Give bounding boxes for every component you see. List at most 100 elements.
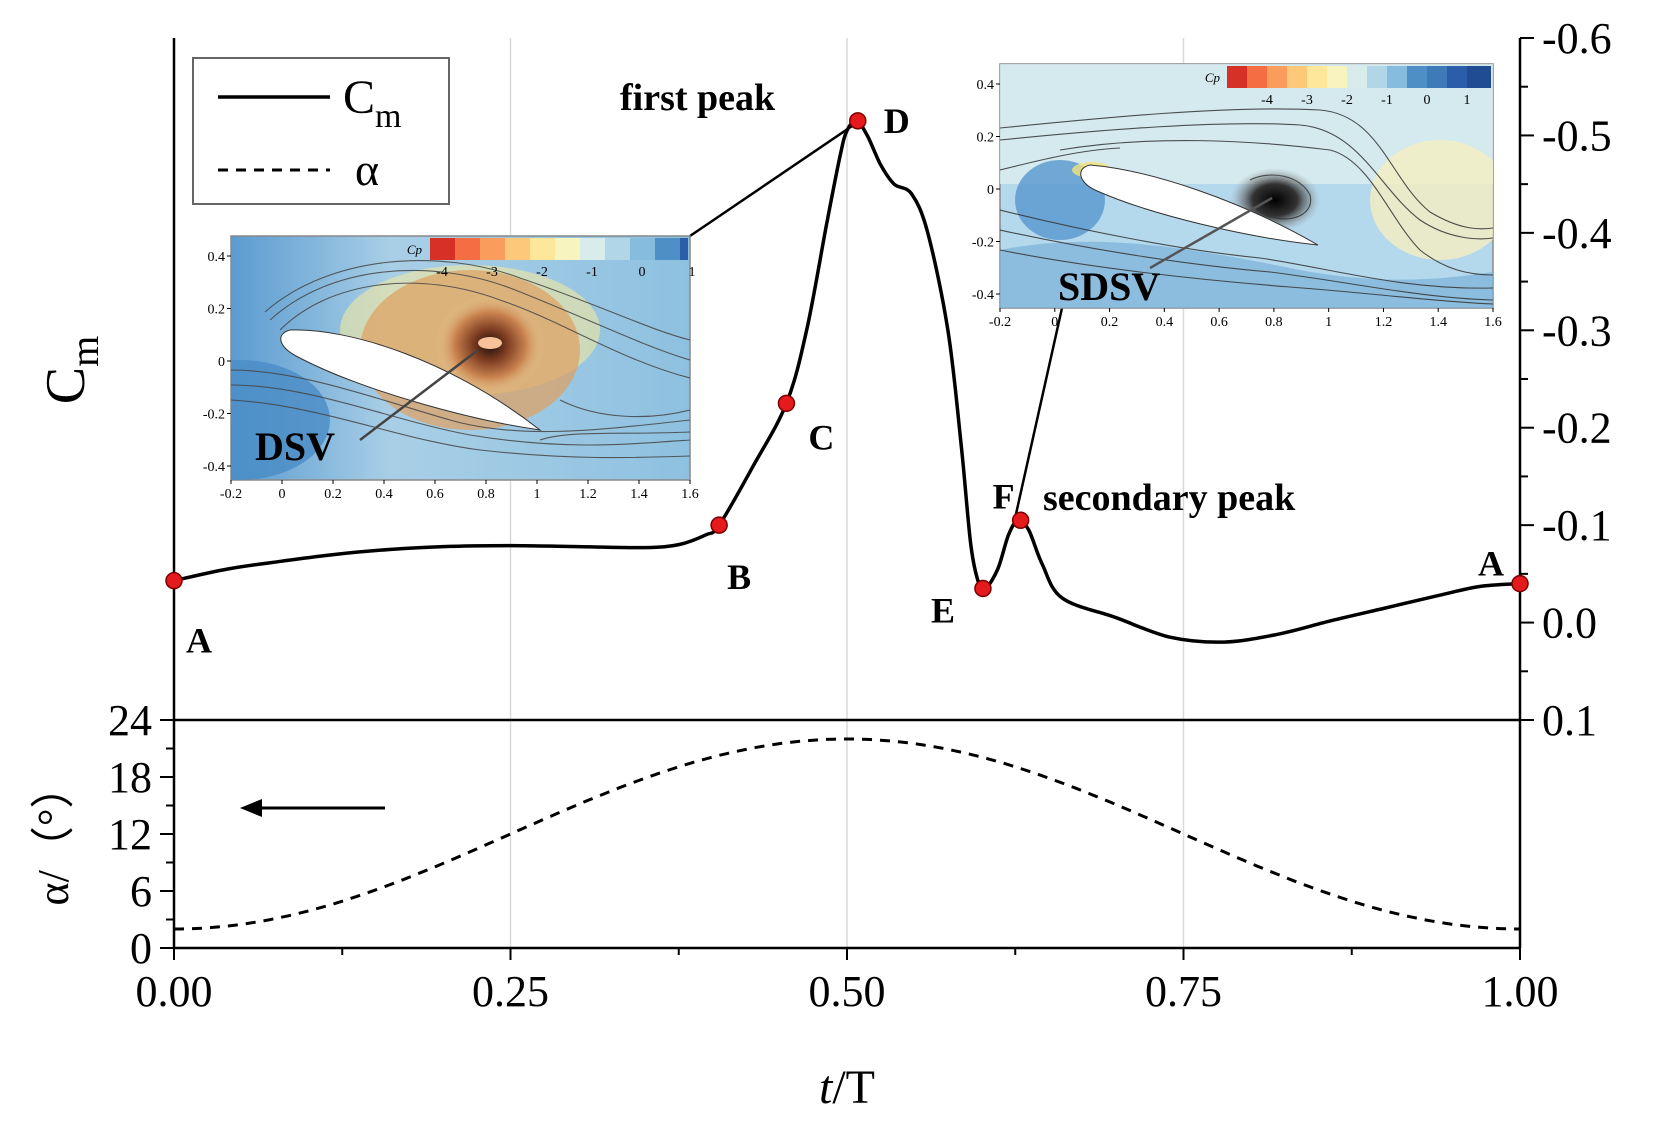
marker-label-D: D: [884, 101, 910, 141]
dsv-axis-ticks: -0.2 0 0.2 0.4 0.6 0.8 1 1.2 1.4 1.6 0.4 0.2 0 -0.2 -0…: [203, 250, 699, 502]
inset-x-tick-label: 1: [1325, 315, 1332, 330]
legend-label-cm-main: C: [343, 71, 375, 124]
x-tick-label: 0.50: [809, 967, 886, 1016]
colorbar-tick-label: 0: [1424, 93, 1431, 108]
xlabel: t/T: [819, 1061, 875, 1114]
dsv-colorbar: [430, 238, 688, 260]
alpha-series-line: [174, 737, 1520, 931]
inset-y-tick-label: -0.4: [203, 460, 225, 475]
annotation-first-peak: first peak: [620, 77, 776, 119]
legend: Cm α: [192, 57, 450, 205]
colorbar-tick-label: -3: [486, 265, 498, 280]
inset-x-tick-label: 1.2: [1375, 315, 1393, 330]
x-tick-label: 0.00: [136, 967, 213, 1016]
colorbar-tick-label: 1: [689, 265, 696, 280]
sdsv-airfoil: [1080, 164, 1319, 246]
marker-B: [710, 516, 728, 534]
inset-x-tick-label: 1.2: [579, 487, 597, 502]
y-tick-label-left: 12: [108, 810, 152, 859]
dsv-pointer: [359, 349, 479, 441]
y-tick-label-right: 0.1: [1542, 696, 1597, 745]
y-tick-label-right: -0.3: [1542, 306, 1612, 355]
inset-x-tick-label: 0.6: [426, 487, 444, 502]
dsv-airfoil: [280, 329, 542, 431]
dsv-streamlines: [231, 260, 690, 459]
inset-x-tick-label: 0.6: [1210, 315, 1228, 330]
axis-ticks: [160, 37, 1534, 960]
legend-label-cm-sub: m: [375, 98, 401, 135]
inset-y-tick-label: -0.4: [972, 288, 994, 303]
colorbar-tick-label: -4: [436, 265, 448, 280]
colorbar-tick-label: -1: [586, 265, 598, 280]
marker-label-A: A: [186, 621, 212, 661]
marker-C: [777, 394, 796, 413]
marker-label-E: E: [931, 590, 955, 630]
cm-series-line: [173, 119, 1521, 644]
marker-label-C: C: [808, 417, 834, 457]
inset-x-tick-label: 1.6: [681, 487, 699, 502]
x-tick-label: 1.00: [1482, 967, 1559, 1016]
marker-label-B: B: [727, 557, 751, 597]
left-arrow-icon: [240, 799, 385, 817]
inset-x-tick-label: -0.2: [220, 487, 242, 502]
colorbar-tick-label: -2: [1341, 93, 1353, 108]
inset-y-tick-label: 0.2: [208, 303, 226, 318]
y-tick-label-right: -0.4: [1542, 209, 1612, 258]
inset-y-tick-label: 0.4: [208, 250, 226, 265]
dsv-label: DSV: [255, 424, 335, 469]
inset-y-tick-label: 0: [987, 183, 994, 198]
inset-y-tick-label: 0.4: [977, 78, 995, 93]
inset-x-tick-label: 0.4: [1156, 315, 1174, 330]
marker-E: [974, 579, 992, 598]
inset-y-tick-label: -0.2: [972, 236, 994, 251]
tick-labels: 0.00 0.25 0.50 0.75 1.00-0.6-0.5-0.4-0.3-0.2…: [108, 14, 1612, 1016]
inset-y-tick-label: 0.2: [977, 131, 995, 146]
inset-x-tick-label: 1.4: [630, 487, 648, 502]
ylabel-cm: Cm: [35, 336, 107, 404]
y-tick-label-right: -0.2: [1542, 404, 1612, 453]
inset-y-tick-label: -0.2: [203, 408, 225, 423]
marker-A: [1511, 574, 1529, 593]
marker-A: [165, 571, 183, 590]
point-labels: A B C D E F A: [186, 101, 1504, 661]
xlabel-rest: /T: [832, 1061, 875, 1114]
colorbar-tick-label: -2: [536, 265, 548, 280]
colorbar-tick-label: 0: [639, 265, 646, 280]
y-tick-label-right: -0.1: [1542, 501, 1612, 550]
dsv-vortex-center: [478, 337, 502, 349]
inset-x-tick-label: 1: [534, 487, 541, 502]
x-tick-label: 0.75: [1145, 967, 1222, 1016]
inset-x-tick-label: 0: [1051, 315, 1058, 330]
marker-label-A: A: [1478, 544, 1504, 584]
colorbar-tick-label: 1: [1464, 93, 1471, 108]
marker-D: [849, 112, 867, 130]
y-tick-label-right: 0.0: [1542, 599, 1597, 648]
inset-x-tick-label: 0.2: [1101, 315, 1119, 330]
y-tick-label-right: -0.5: [1542, 111, 1612, 160]
annotation-secondary-peak: secondary peak: [1043, 477, 1296, 519]
inset-connectors: [689, 122, 1064, 515]
y-tick-label-left: 0: [130, 924, 152, 973]
sdsv-colorbar: [1227, 66, 1491, 88]
inset-x-tick-label: 0.8: [1265, 315, 1283, 330]
colorbar-tick-label: -4: [1261, 93, 1273, 108]
inset-x-tick-label: 0: [279, 487, 286, 502]
sdsv-label: SDSV: [1058, 264, 1160, 309]
inset-x-tick-label: -0.2: [989, 315, 1011, 330]
y-tick-label-left: 6: [130, 867, 152, 916]
marker-label-F: F: [993, 476, 1015, 516]
y-tick-label-right: -0.6: [1542, 14, 1612, 63]
inset-x-tick-label: 0.2: [324, 487, 342, 502]
inset-dsv: Cp -0.2 0 0.2 0.4 0.6 0.8 1 1.2 1.4 1.60.40.20-0.…: [203, 235, 699, 502]
sdsv-streamlines: [1000, 108, 1493, 305]
marker-F: [1011, 511, 1030, 530]
sdsv-axis-ticks: -0.2 0 0.2 0.4 0.6 0.8 1 1.2 1.4 1.6 0.4 0.2 0 -0.2 -0…: [972, 78, 1502, 330]
dsv-colorbar-label: Cp: [407, 242, 423, 257]
ylabel-cm-main: C: [35, 367, 97, 404]
dsv-field-blob-left: [231, 360, 330, 480]
legend-label-alpha: α: [355, 144, 379, 195]
sdsv-colorbar-label: Cp: [1205, 70, 1221, 85]
sdsv-pointer: [1149, 196, 1273, 270]
inset-sdsv: Cp -0.2 0 0.2 0.4 0.6 0.8 1 1.2 1.4 1.60.40.20-0.…: [972, 63, 1502, 330]
